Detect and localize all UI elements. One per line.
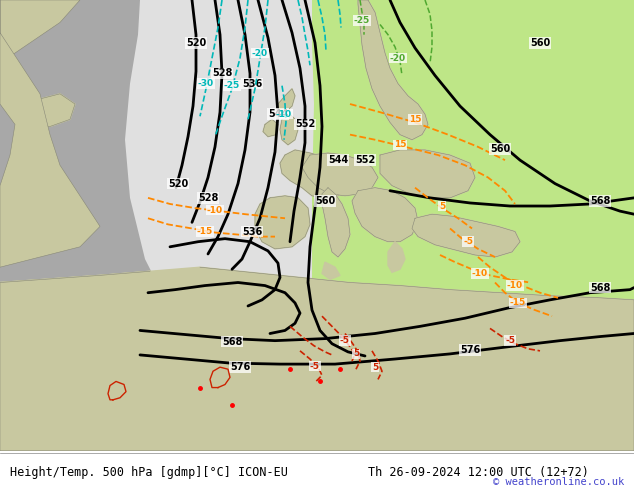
Text: -15: -15 [197,227,213,236]
Text: 560: 560 [490,144,510,154]
Polygon shape [20,94,75,126]
Text: -10: -10 [472,269,488,278]
Text: 15: 15 [409,115,421,124]
Polygon shape [322,262,340,279]
Polygon shape [380,150,475,198]
Text: 528: 528 [198,193,218,203]
Polygon shape [540,0,634,451]
Polygon shape [412,214,520,257]
Text: -15: -15 [510,298,526,307]
Polygon shape [412,214,520,257]
Polygon shape [302,153,378,196]
Text: Height/Temp. 500 hPa [gdmp][°C] ICON-EU: Height/Temp. 500 hPa [gdmp][°C] ICON-EU [10,466,287,479]
Polygon shape [0,0,80,63]
Text: 560: 560 [315,196,335,206]
Polygon shape [0,267,634,451]
Text: -5: -5 [340,336,350,345]
Text: 576: 576 [460,345,480,355]
Text: 576: 576 [230,362,250,372]
Polygon shape [352,188,418,242]
Polygon shape [352,188,418,242]
Text: -5: -5 [505,336,515,345]
Polygon shape [125,0,634,442]
Text: -5: -5 [463,237,473,246]
Polygon shape [358,0,428,140]
Text: -10: -10 [207,206,223,215]
Polygon shape [263,120,278,137]
Polygon shape [322,188,350,257]
Polygon shape [255,196,310,249]
Polygon shape [310,0,634,442]
Text: -25: -25 [224,81,240,90]
Text: 520: 520 [168,178,188,189]
Polygon shape [302,153,378,196]
Polygon shape [0,0,100,267]
Polygon shape [0,267,634,451]
Text: Th 26-09-2024 12:00 UTC (12+72): Th 26-09-2024 12:00 UTC (12+72) [368,466,588,479]
Polygon shape [322,188,350,257]
Text: 536: 536 [242,226,262,237]
Text: -20: -20 [390,53,406,63]
Text: 552: 552 [295,120,315,129]
Polygon shape [278,89,295,112]
Polygon shape [255,196,310,249]
Text: -20: -20 [252,49,268,57]
Text: 568: 568 [590,283,610,293]
Text: -10: -10 [507,281,523,290]
Text: -10: -10 [276,110,292,119]
Polygon shape [346,53,362,70]
Text: 560: 560 [530,38,550,48]
Text: 568: 568 [590,196,610,206]
Polygon shape [263,120,278,137]
Text: -30: -30 [198,79,214,88]
Text: -5: -5 [310,362,320,370]
Text: 5: 5 [353,349,359,358]
Text: 568: 568 [222,337,242,346]
Polygon shape [358,0,428,140]
Text: 544: 544 [328,155,348,165]
Text: 536: 536 [242,78,262,89]
Polygon shape [280,150,350,198]
Text: 5: 5 [372,363,378,372]
Polygon shape [310,0,634,99]
Polygon shape [388,242,405,272]
Polygon shape [280,114,298,145]
Text: 5: 5 [439,201,445,211]
Polygon shape [280,150,350,198]
Text: -25: -25 [354,16,370,25]
Text: 552: 552 [355,155,375,165]
Polygon shape [280,114,298,145]
Polygon shape [322,262,340,279]
Text: © weatheronline.co.uk: © weatheronline.co.uk [493,477,624,487]
Polygon shape [380,150,475,198]
Polygon shape [278,89,295,112]
Text: 544: 544 [268,109,288,119]
Text: 15: 15 [394,140,406,149]
Text: 520: 520 [186,38,206,48]
Polygon shape [388,242,405,272]
Text: 528: 528 [212,69,232,78]
